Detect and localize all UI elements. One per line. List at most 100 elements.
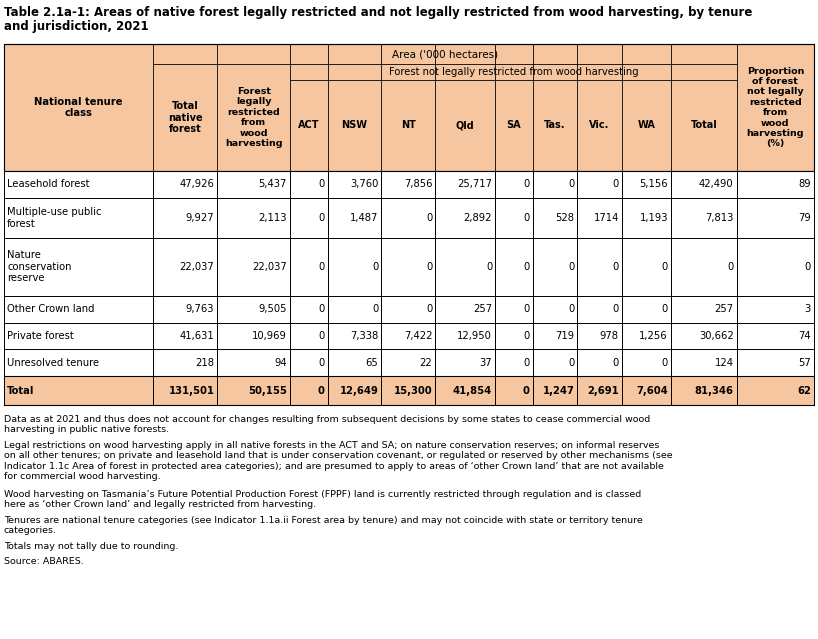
- Bar: [218, 238, 290, 296]
- Bar: [435, 80, 495, 171]
- Text: 0: 0: [568, 358, 574, 367]
- Bar: [671, 171, 737, 197]
- Text: 0: 0: [662, 358, 668, 367]
- Bar: [381, 197, 435, 238]
- Text: Table 2.1a-1: Areas of native forest legally restricted and not legally restrict: Table 2.1a-1: Areas of native forest leg…: [4, 6, 753, 19]
- Bar: [435, 197, 495, 238]
- Bar: [495, 323, 533, 350]
- Text: Wood harvesting on Tasmania’s Future Potential Production Forest (FPPF) land is : Wood harvesting on Tasmania’s Future Pot…: [4, 490, 641, 509]
- Text: 528: 528: [555, 213, 574, 223]
- Text: 7,422: 7,422: [404, 331, 433, 341]
- Bar: [578, 350, 622, 376]
- Text: 0: 0: [318, 358, 325, 367]
- Text: National tenure
class: National tenure class: [34, 96, 123, 118]
- Text: 0: 0: [568, 304, 574, 314]
- Text: Qld: Qld: [456, 120, 474, 130]
- Bar: [4, 171, 153, 197]
- Text: 12,649: 12,649: [339, 385, 379, 396]
- Bar: [737, 350, 814, 376]
- Bar: [4, 296, 153, 323]
- Bar: [327, 376, 381, 405]
- Bar: [533, 350, 578, 376]
- Bar: [218, 350, 290, 376]
- Text: 62: 62: [797, 385, 811, 396]
- Bar: [381, 80, 435, 171]
- Text: 79: 79: [798, 213, 811, 223]
- Bar: [622, 197, 671, 238]
- Bar: [435, 238, 495, 296]
- Bar: [153, 238, 218, 296]
- Bar: [153, 44, 737, 64]
- Bar: [153, 296, 218, 323]
- Text: 0: 0: [662, 304, 668, 314]
- Text: 10,969: 10,969: [252, 331, 287, 341]
- Text: Data as at 2021 and thus does not account for changes resulting from subsequent : Data as at 2021 and thus does not accoun…: [4, 415, 650, 435]
- Text: 22,037: 22,037: [180, 262, 214, 272]
- Bar: [737, 296, 814, 323]
- Bar: [671, 238, 737, 296]
- Text: 0: 0: [318, 304, 325, 314]
- Text: 5,156: 5,156: [640, 180, 668, 189]
- Bar: [218, 323, 290, 350]
- Bar: [495, 350, 533, 376]
- Text: 25,717: 25,717: [457, 180, 492, 189]
- Text: 0: 0: [372, 262, 379, 272]
- Text: Total
native
forest: Total native forest: [168, 101, 202, 134]
- Bar: [737, 376, 814, 405]
- Bar: [495, 296, 533, 323]
- Bar: [622, 80, 671, 171]
- Bar: [737, 171, 814, 197]
- Bar: [533, 296, 578, 323]
- Text: 0: 0: [524, 213, 530, 223]
- Text: ACT: ACT: [298, 120, 320, 130]
- Bar: [290, 323, 327, 350]
- Bar: [622, 171, 671, 197]
- Text: Legal restrictions on wood harvesting apply in all native forests in the ACT and: Legal restrictions on wood harvesting ap…: [4, 441, 672, 481]
- Bar: [578, 376, 622, 405]
- Text: 9,927: 9,927: [186, 213, 214, 223]
- Text: 5,437: 5,437: [258, 180, 287, 189]
- Bar: [290, 296, 327, 323]
- Text: Vic.: Vic.: [589, 120, 609, 130]
- Bar: [4, 350, 153, 376]
- Bar: [622, 323, 671, 350]
- Bar: [4, 44, 153, 171]
- Text: Proportion
of forest
not legally
restricted
from
wood
harvesting
(%): Proportion of forest not legally restric…: [747, 66, 804, 148]
- Text: 0: 0: [426, 262, 433, 272]
- Text: Tenures are national tenure categories (see Indicator 1.1a.ii Forest area by ten: Tenures are national tenure categories (…: [4, 516, 643, 535]
- Text: 7,338: 7,338: [350, 331, 379, 341]
- Text: 3: 3: [805, 304, 811, 314]
- Text: Area ('000 hectares): Area ('000 hectares): [392, 49, 498, 59]
- Text: 74: 74: [798, 331, 811, 341]
- Text: 0: 0: [568, 180, 574, 189]
- Bar: [578, 296, 622, 323]
- Bar: [533, 171, 578, 197]
- Text: 978: 978: [600, 331, 618, 341]
- Text: Other Crown land: Other Crown land: [7, 304, 95, 314]
- Bar: [4, 44, 814, 171]
- Text: 41,631: 41,631: [180, 331, 214, 341]
- Bar: [327, 238, 381, 296]
- Text: SA: SA: [506, 120, 521, 130]
- Bar: [533, 323, 578, 350]
- Bar: [327, 323, 381, 350]
- Text: 7,813: 7,813: [705, 213, 734, 223]
- Text: Total: Total: [690, 120, 717, 130]
- Text: 0: 0: [613, 304, 618, 314]
- Bar: [737, 44, 814, 171]
- Bar: [533, 376, 578, 405]
- Text: 0: 0: [426, 213, 433, 223]
- Text: and jurisdiction, 2021: and jurisdiction, 2021: [4, 20, 149, 33]
- Bar: [435, 350, 495, 376]
- Bar: [4, 323, 153, 350]
- Text: 0: 0: [727, 262, 734, 272]
- Text: 7,604: 7,604: [636, 385, 668, 396]
- Bar: [381, 171, 435, 197]
- Bar: [327, 350, 381, 376]
- Text: NT: NT: [401, 120, 416, 130]
- Text: Multiple-use public
forest: Multiple-use public forest: [7, 207, 101, 229]
- Text: Source: ABARES.: Source: ABARES.: [4, 557, 83, 566]
- Bar: [381, 296, 435, 323]
- Text: 0: 0: [318, 262, 325, 272]
- Bar: [327, 296, 381, 323]
